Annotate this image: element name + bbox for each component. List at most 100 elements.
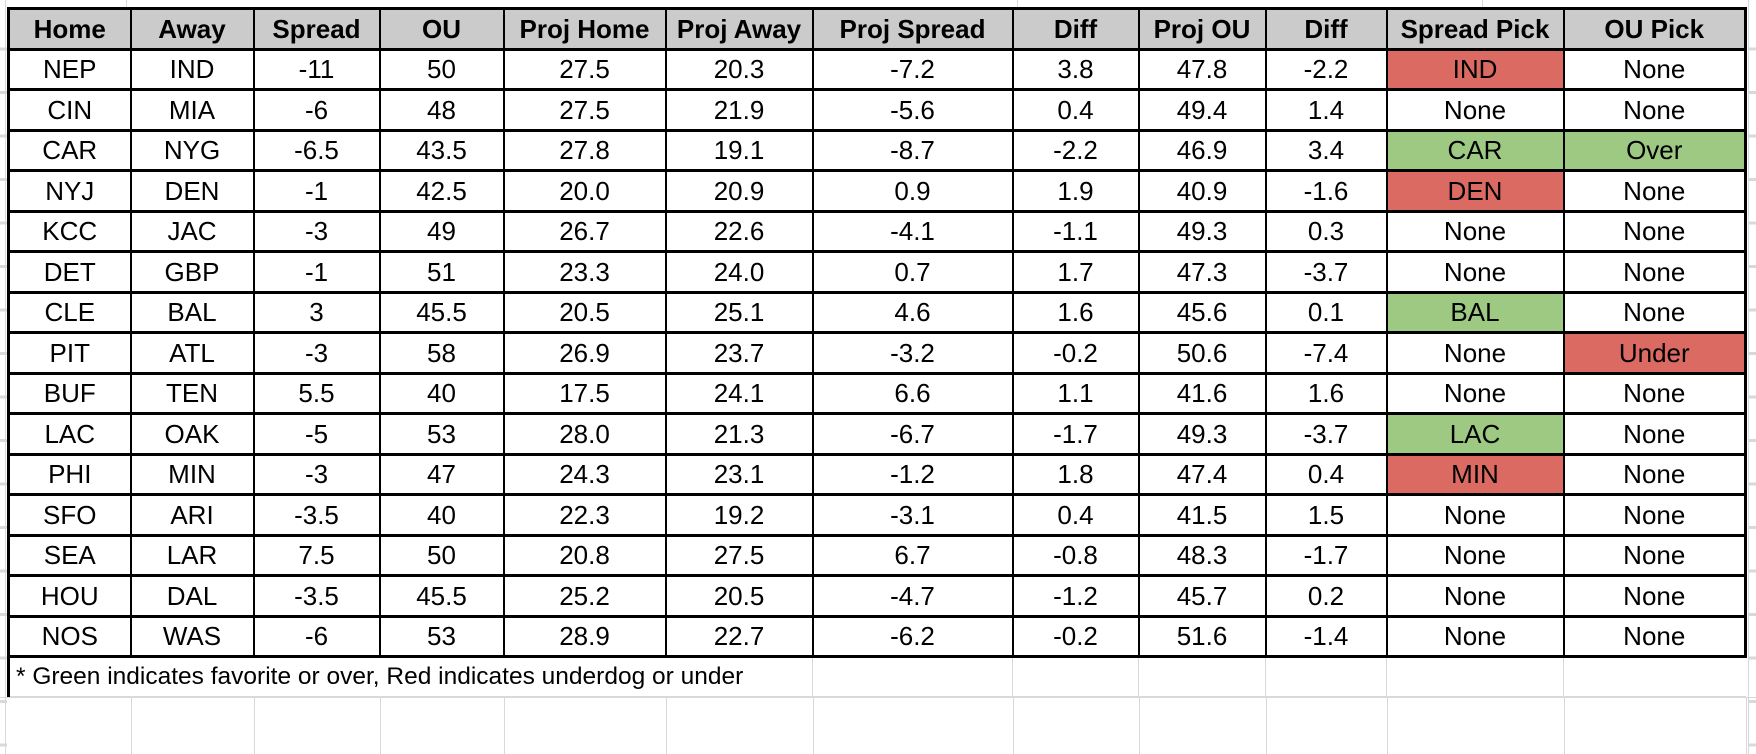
proj-spread-cell[interactable]: -3.1 bbox=[811, 493, 1014, 537]
spread-cell[interactable]: -3 bbox=[252, 331, 381, 375]
proj-home-cell[interactable]: 27.5 bbox=[502, 47, 667, 91]
proj-away-cell[interactable]: 21.9 bbox=[664, 88, 814, 132]
proj-ou-cell[interactable]: 46.9 bbox=[1137, 128, 1267, 172]
away-cell[interactable]: GBP bbox=[129, 250, 255, 294]
home-cell[interactable]: PIT bbox=[7, 331, 132, 375]
diff-ou-cell[interactable]: -3.7 bbox=[1264, 250, 1388, 294]
home-cell[interactable]: BUF bbox=[7, 371, 132, 415]
proj-away-cell[interactable]: 24.0 bbox=[664, 250, 814, 294]
proj-ou-cell[interactable]: 49.4 bbox=[1137, 88, 1267, 132]
diff-ou-cell[interactable]: -1.6 bbox=[1264, 169, 1388, 213]
proj-home-cell[interactable]: 27.8 bbox=[502, 128, 667, 172]
away-cell[interactable]: OAK bbox=[129, 412, 255, 456]
spread-cell[interactable]: -5 bbox=[252, 412, 381, 456]
spread-cell[interactable]: 3 bbox=[252, 290, 381, 334]
diff-ou-cell[interactable]: 1.5 bbox=[1264, 493, 1388, 537]
diff-spread-cell[interactable]: -1.2 bbox=[1011, 574, 1140, 618]
spread-cell[interactable]: -1 bbox=[252, 169, 381, 213]
proj-spread-cell[interactable]: -4.7 bbox=[811, 574, 1014, 618]
proj-ou-cell[interactable]: 47.4 bbox=[1137, 452, 1267, 496]
home-cell[interactable]: CLE bbox=[7, 290, 132, 334]
proj-away-cell[interactable]: 25.1 bbox=[664, 290, 814, 334]
ou-cell[interactable]: 53 bbox=[378, 614, 505, 658]
proj-ou-cell[interactable]: 51.6 bbox=[1137, 614, 1267, 658]
away-cell[interactable]: LAR bbox=[129, 533, 255, 577]
ou-cell[interactable]: 47 bbox=[378, 452, 505, 496]
ou-cell[interactable]: 45.5 bbox=[378, 574, 505, 618]
proj-home-cell[interactable]: 26.7 bbox=[502, 209, 667, 253]
empty-cell[interactable] bbox=[1386, 656, 1564, 697]
ou-cell[interactable]: 53 bbox=[378, 412, 505, 456]
away-cell[interactable]: JAC bbox=[129, 209, 255, 253]
spread-pick-cell[interactable]: CAR bbox=[1385, 128, 1565, 172]
diff-spread-cell[interactable]: 0.4 bbox=[1011, 88, 1140, 132]
column-header-home[interactable]: Home bbox=[7, 7, 132, 51]
proj-spread-cell[interactable]: -5.6 bbox=[811, 88, 1014, 132]
spread-cell[interactable]: 7.5 bbox=[252, 533, 381, 577]
proj-away-cell[interactable]: 20.5 bbox=[664, 574, 814, 618]
empty-cell[interactable] bbox=[1265, 656, 1387, 697]
proj-home-cell[interactable]: 20.5 bbox=[502, 290, 667, 334]
footnote[interactable]: * Green indicates favorite or over, Red … bbox=[7, 656, 813, 697]
ou-pick-cell[interactable]: None bbox=[1562, 47, 1747, 91]
proj-spread-cell[interactable]: 0.7 bbox=[811, 250, 1014, 294]
proj-away-cell[interactable]: 23.1 bbox=[664, 452, 814, 496]
ou-pick-cell[interactable]: None bbox=[1562, 290, 1747, 334]
proj-away-cell[interactable]: 20.9 bbox=[664, 169, 814, 213]
ou-pick-cell[interactable]: None bbox=[1562, 614, 1747, 658]
ou-pick-cell[interactable]: Over bbox=[1562, 128, 1747, 172]
home-cell[interactable]: CIN bbox=[7, 88, 132, 132]
away-cell[interactable]: BAL bbox=[129, 290, 255, 334]
diff-ou-cell[interactable]: 1.4 bbox=[1264, 88, 1388, 132]
column-header-spread[interactable]: Spread bbox=[252, 7, 381, 51]
ou-pick-cell[interactable]: None bbox=[1562, 169, 1747, 213]
column-header-proj-spread[interactable]: Proj Spread bbox=[811, 7, 1014, 51]
proj-ou-cell[interactable]: 41.6 bbox=[1137, 371, 1267, 415]
proj-away-cell[interactable]: 21.3 bbox=[664, 412, 814, 456]
ou-cell[interactable]: 49 bbox=[378, 209, 505, 253]
empty-cell[interactable] bbox=[1012, 656, 1139, 697]
away-cell[interactable]: ATL bbox=[129, 331, 255, 375]
spread-cell[interactable]: -3 bbox=[252, 209, 381, 253]
proj-home-cell[interactable]: 24.3 bbox=[502, 452, 667, 496]
proj-home-cell[interactable]: 22.3 bbox=[502, 493, 667, 537]
away-cell[interactable]: DEN bbox=[129, 169, 255, 213]
column-header-away[interactable]: Away bbox=[129, 7, 255, 51]
home-cell[interactable]: CAR bbox=[7, 128, 132, 172]
away-cell[interactable]: TEN bbox=[129, 371, 255, 415]
proj-ou-cell[interactable]: 47.8 bbox=[1137, 47, 1267, 91]
proj-spread-cell[interactable]: -6.2 bbox=[811, 614, 1014, 658]
proj-home-cell[interactable]: 26.9 bbox=[502, 331, 667, 375]
proj-away-cell[interactable]: 22.7 bbox=[664, 614, 814, 658]
spread-cell[interactable]: -3.5 bbox=[252, 574, 381, 618]
spread-pick-cell[interactable]: None bbox=[1385, 614, 1565, 658]
home-cell[interactable]: SEA bbox=[7, 533, 132, 577]
diff-spread-cell[interactable]: -1.1 bbox=[1011, 209, 1140, 253]
away-cell[interactable]: MIN bbox=[129, 452, 255, 496]
spread-pick-cell[interactable]: None bbox=[1385, 250, 1565, 294]
ou-pick-cell[interactable]: None bbox=[1562, 88, 1747, 132]
away-cell[interactable]: MIA bbox=[129, 88, 255, 132]
spread-cell[interactable]: -6 bbox=[252, 614, 381, 658]
proj-home-cell[interactable]: 28.9 bbox=[502, 614, 667, 658]
proj-spread-cell[interactable]: -3.2 bbox=[811, 331, 1014, 375]
proj-away-cell[interactable]: 24.1 bbox=[664, 371, 814, 415]
proj-spread-cell[interactable]: -8.7 bbox=[811, 128, 1014, 172]
proj-away-cell[interactable]: 23.7 bbox=[664, 331, 814, 375]
proj-home-cell[interactable]: 28.0 bbox=[502, 412, 667, 456]
proj-ou-cell[interactable]: 41.5 bbox=[1137, 493, 1267, 537]
column-header-diff-ou[interactable]: Diff bbox=[1264, 7, 1388, 51]
diff-ou-cell[interactable]: 1.6 bbox=[1264, 371, 1388, 415]
column-header-diff-spread[interactable]: Diff bbox=[1011, 7, 1140, 51]
spread-pick-cell[interactable]: None bbox=[1385, 371, 1565, 415]
ou-cell[interactable]: 43.5 bbox=[378, 128, 505, 172]
proj-ou-cell[interactable]: 49.3 bbox=[1137, 209, 1267, 253]
column-header-ou[interactable]: OU bbox=[378, 7, 505, 51]
column-header-spread-pick[interactable]: Spread Pick bbox=[1385, 7, 1565, 51]
column-header-proj-ou[interactable]: Proj OU bbox=[1137, 7, 1267, 51]
proj-home-cell[interactable]: 17.5 bbox=[502, 371, 667, 415]
proj-spread-cell[interactable]: 0.9 bbox=[811, 169, 1014, 213]
home-cell[interactable]: SFO bbox=[7, 493, 132, 537]
proj-away-cell[interactable]: 20.3 bbox=[664, 47, 814, 91]
spread-cell[interactable]: 5.5 bbox=[252, 371, 381, 415]
